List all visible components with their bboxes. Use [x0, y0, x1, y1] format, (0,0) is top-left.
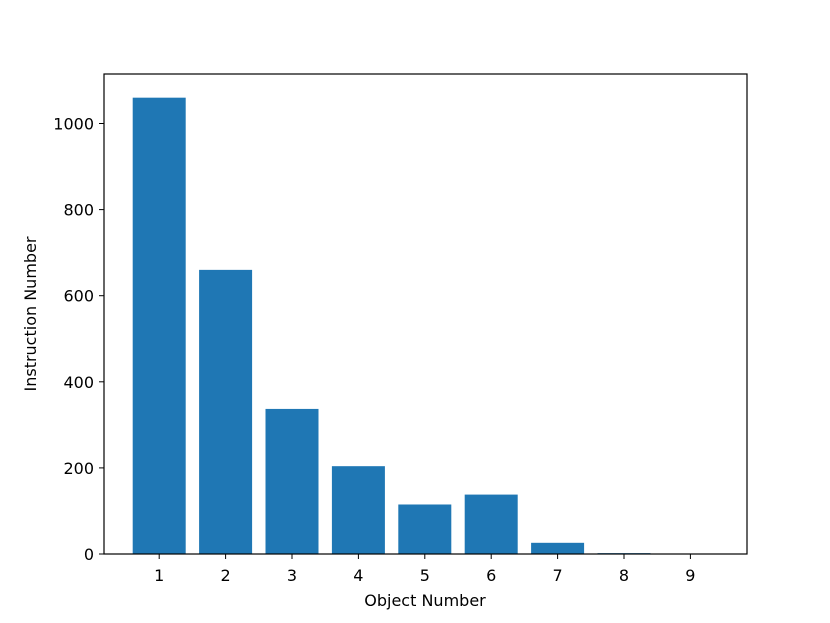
x-tick-label: 3 [287, 566, 297, 585]
y-tick-label: 800 [63, 201, 94, 220]
y-tick-label: 200 [63, 459, 94, 478]
x-axis-label: Object Number [364, 591, 486, 610]
y-tick-label: 400 [63, 373, 94, 392]
bar-7 [531, 542, 585, 554]
bar-6 [464, 494, 518, 554]
x-tick-label: 9 [685, 566, 695, 585]
x-tick-label: 6 [486, 566, 496, 585]
x-tick-label: 2 [221, 566, 231, 585]
y-tick-label: 600 [63, 287, 94, 306]
y-tick-label: 0 [84, 545, 94, 564]
bar-5 [398, 504, 452, 554]
bar-2 [199, 269, 253, 554]
y-axis-label: Instruction Number [21, 236, 40, 391]
x-tick-label: 8 [619, 566, 629, 585]
y-tick-label: 1000 [53, 115, 94, 134]
x-tick-label: 7 [553, 566, 563, 585]
x-tick-label: 4 [353, 566, 363, 585]
bars-group [132, 97, 717, 555]
bar-4 [331, 466, 385, 554]
x-tick-label: 1 [154, 566, 164, 585]
bar-1 [132, 97, 186, 555]
y-axis-ticks: 0 200 400 600 800 1000 [53, 115, 104, 564]
x-tick-label: 5 [420, 566, 430, 585]
plot-frame [103, 73, 748, 555]
x-axis-ticks: 1 2 3 4 5 6 7 8 9 [154, 554, 695, 585]
bar-3 [265, 408, 319, 554]
